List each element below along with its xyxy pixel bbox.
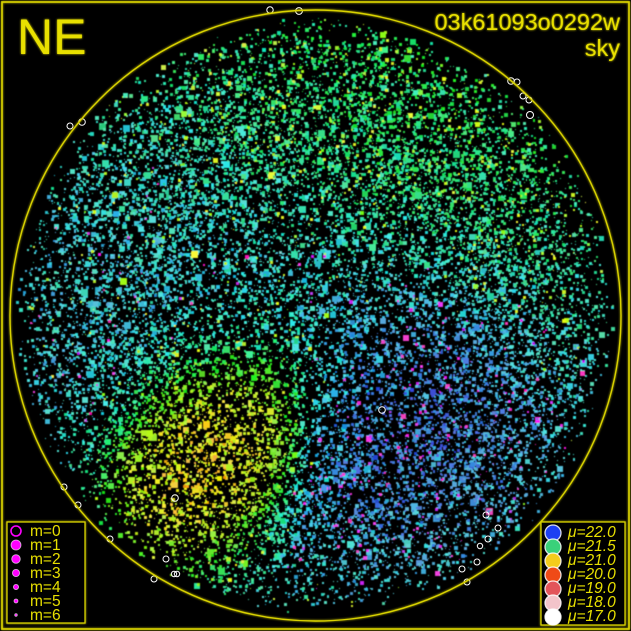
svg-text:sky: sky: [585, 35, 621, 61]
svg-text:μ=17.0: μ=17.0: [567, 608, 616, 625]
svg-text:NE: NE: [17, 9, 86, 65]
svg-text:m=6: m=6: [30, 607, 61, 624]
svg-text:03k61093o0292w: 03k61093o0292w: [434, 9, 621, 35]
